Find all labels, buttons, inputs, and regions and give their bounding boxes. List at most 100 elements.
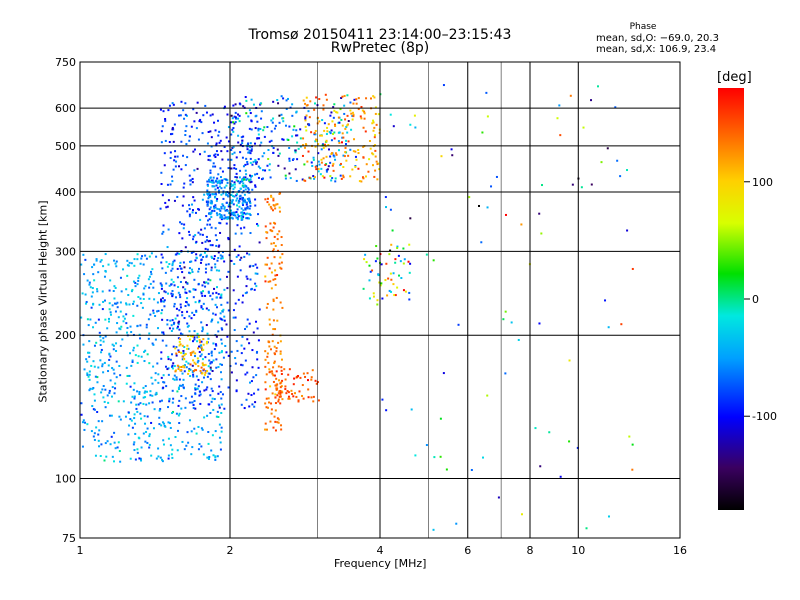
echo-point <box>193 169 196 172</box>
echo-point <box>118 415 121 418</box>
echo-point <box>205 215 208 218</box>
echo-point <box>279 393 282 396</box>
echo-point <box>346 94 349 97</box>
echo-point <box>214 455 217 458</box>
echo-point <box>104 270 107 273</box>
echo-point <box>195 310 198 313</box>
echo-point <box>171 411 174 414</box>
echo-point <box>280 428 283 431</box>
echo-point <box>166 183 169 186</box>
echo-point <box>82 253 85 256</box>
echo-point <box>157 455 160 458</box>
echo-point <box>95 259 98 262</box>
echo-point <box>172 377 175 380</box>
echo-point <box>211 298 214 301</box>
echo-point <box>213 257 216 260</box>
echo-point <box>244 169 247 172</box>
echo-point <box>254 263 257 266</box>
echo-point <box>210 211 213 214</box>
echo-point <box>322 108 325 111</box>
echo-point <box>197 378 200 381</box>
echo-point <box>211 257 214 260</box>
echo-point <box>164 139 167 142</box>
echo-point <box>85 300 88 303</box>
echo-point <box>137 277 140 280</box>
echo-point <box>304 116 307 119</box>
echo-point <box>230 133 233 136</box>
echo-point <box>242 199 245 202</box>
echo-point <box>117 316 120 319</box>
echo-point <box>204 294 207 297</box>
echo-point <box>161 339 164 342</box>
colorbar <box>718 88 744 510</box>
echo-point <box>214 227 217 230</box>
echo-point <box>211 113 214 116</box>
echo-point <box>168 400 171 403</box>
echo-point <box>249 205 252 208</box>
echo-point <box>338 121 341 124</box>
echo-point <box>159 456 162 459</box>
echo-point <box>208 239 211 242</box>
echo-point <box>206 189 209 192</box>
echo-point <box>134 458 137 461</box>
echo-point <box>197 270 200 273</box>
echo-point <box>232 188 235 191</box>
echo-point <box>174 155 177 158</box>
echo-point <box>254 204 257 207</box>
echo-point <box>227 205 230 208</box>
echo-point <box>193 314 196 317</box>
echo-point <box>214 206 217 209</box>
echo-point <box>235 167 238 170</box>
echo-point <box>323 176 326 179</box>
echo-point <box>215 306 218 309</box>
echo-point <box>194 352 197 355</box>
echo-point <box>211 369 214 372</box>
echo-point <box>194 387 197 390</box>
echo-point <box>111 455 114 458</box>
echo-point <box>224 344 227 347</box>
echo-point <box>245 178 248 181</box>
echo-point <box>257 339 260 342</box>
echo-point <box>226 301 229 304</box>
echo-point <box>190 251 193 254</box>
echo-point <box>230 185 233 188</box>
echo-point <box>184 246 187 249</box>
echo-point <box>254 115 257 118</box>
echo-point <box>99 260 102 263</box>
echo-point <box>196 101 199 104</box>
echo-point <box>207 291 210 294</box>
echo-point <box>149 270 152 273</box>
echo-point <box>131 426 134 429</box>
echo-point <box>261 155 264 158</box>
echo-point <box>409 123 412 126</box>
echo-point <box>220 378 223 381</box>
echo-point <box>207 197 210 200</box>
echo-point <box>367 170 370 173</box>
echo-point <box>273 374 276 377</box>
echo-point <box>132 300 135 303</box>
echo-point <box>213 193 216 196</box>
echo-point <box>362 156 365 159</box>
echo-point <box>180 384 183 387</box>
echo-point <box>196 387 199 390</box>
echo-point <box>192 288 195 291</box>
echo-point <box>320 158 323 161</box>
echo-point <box>240 256 243 259</box>
echo-point <box>293 125 296 128</box>
echo-point <box>213 348 216 351</box>
echo-point <box>339 162 342 165</box>
echo-point <box>186 431 189 434</box>
echo-point <box>257 127 260 130</box>
echo-point <box>349 109 352 112</box>
echo-point <box>302 372 305 375</box>
echo-point <box>247 188 250 191</box>
echo-point <box>279 256 282 259</box>
echo-point <box>210 320 213 323</box>
echo-point <box>314 129 317 132</box>
echo-point <box>214 313 217 316</box>
echo-point <box>268 318 271 321</box>
echo-point <box>115 265 118 268</box>
echo-point <box>264 263 267 266</box>
echo-point <box>379 284 382 287</box>
echo-point <box>106 327 109 330</box>
